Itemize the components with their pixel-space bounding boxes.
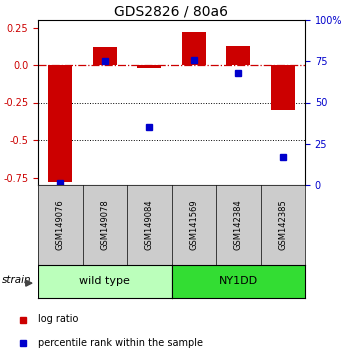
Text: GSM149084: GSM149084: [145, 200, 154, 250]
Text: GSM142384: GSM142384: [234, 200, 243, 250]
Text: GSM149076: GSM149076: [56, 200, 65, 250]
Text: NY1DD: NY1DD: [219, 276, 258, 286]
Bar: [270, 65, 295, 110]
Text: strain: strain: [2, 275, 31, 285]
Bar: [48, 65, 73, 182]
Text: log ratio: log ratio: [39, 314, 79, 325]
Text: GSM141569: GSM141569: [189, 200, 198, 250]
Bar: [137, 65, 162, 68]
Text: wild type: wild type: [79, 276, 130, 286]
Text: percentile rank within the sample: percentile rank within the sample: [39, 337, 204, 348]
Bar: [181, 32, 206, 65]
Title: GDS2826 / 80a6: GDS2826 / 80a6: [115, 5, 228, 19]
Text: GSM149078: GSM149078: [100, 200, 109, 250]
Bar: [226, 46, 251, 65]
Bar: [92, 47, 117, 65]
Text: GSM142385: GSM142385: [278, 200, 287, 250]
